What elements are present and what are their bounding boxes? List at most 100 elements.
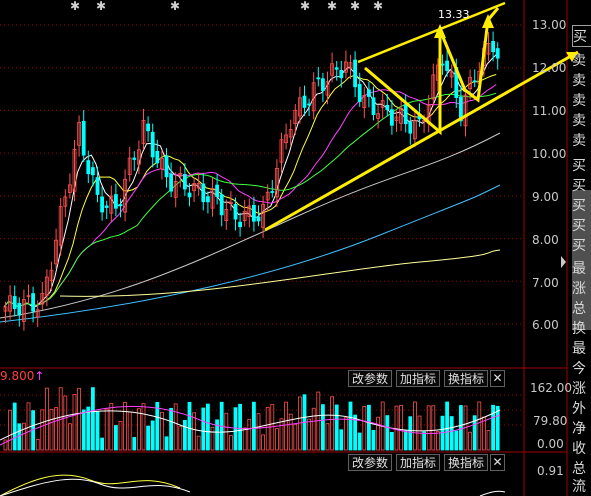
volume-bar <box>17 423 22 451</box>
volume-bar <box>265 406 270 451</box>
candle-body <box>445 60 450 71</box>
candle-body <box>385 104 390 111</box>
volume-bar <box>40 409 45 451</box>
volume-tick: 79.80 <box>533 414 568 428</box>
candle-body <box>302 95 307 108</box>
candle-body <box>233 203 238 220</box>
volume-bars <box>0 387 501 451</box>
volume-bar <box>431 405 436 451</box>
candle-body <box>210 188 215 209</box>
volume-bar <box>284 401 289 451</box>
candle-body <box>192 183 197 191</box>
volume-bar <box>454 430 459 451</box>
macd-tick: 0.91 <box>537 464 564 478</box>
volume-bar <box>247 418 252 451</box>
volume-bar <box>127 411 132 451</box>
candle-body <box>261 203 266 228</box>
candle-body <box>376 113 381 119</box>
event-marker: ✱ <box>170 0 180 13</box>
candle-body <box>251 204 256 222</box>
candle-body <box>159 157 164 170</box>
volume-bar <box>371 429 376 451</box>
candle-body <box>3 306 8 312</box>
volume-bar <box>178 426 183 451</box>
side-label: 流 <box>572 479 586 495</box>
volume-bar <box>49 408 54 451</box>
volume-bar <box>435 431 440 451</box>
volume-bar <box>385 415 390 451</box>
side-label: 卖 <box>572 93 586 109</box>
volume-bar <box>486 430 491 451</box>
candle-body <box>86 160 91 175</box>
volume-bar <box>343 417 348 451</box>
candle-body <box>150 131 155 158</box>
candle-body <box>26 295 31 298</box>
close-panel-button[interactable]: ✕ <box>490 454 505 471</box>
candle-body <box>394 116 399 121</box>
add-indicator-button[interactable]: 加指标 <box>396 370 441 387</box>
volume-bar <box>8 409 13 451</box>
candle-body <box>54 239 58 265</box>
candle-body <box>468 77 473 90</box>
candle-body <box>12 296 17 309</box>
volume-bar <box>12 402 17 451</box>
side-label: 涨 <box>572 281 586 297</box>
candle-body <box>35 309 40 318</box>
candle-body <box>408 121 413 134</box>
candle-body <box>224 209 229 222</box>
volume-bar <box>228 435 233 451</box>
volume-bar <box>77 387 81 451</box>
candle-body <box>343 61 348 73</box>
volume-bar <box>91 387 95 451</box>
zigzag-line <box>364 7 500 136</box>
candle-body <box>274 168 279 198</box>
switch-indicator-button[interactable]: 换指标 <box>444 370 489 387</box>
candle-body <box>431 74 436 100</box>
close-panel-button[interactable]: ✕ <box>490 370 505 387</box>
add-indicator-button[interactable]: 加指标 <box>396 454 441 471</box>
side-label: 买 <box>572 198 586 214</box>
volume-bar <box>100 437 104 451</box>
event-markers: ✱ ✱ ✱ ✱ ✱ ✱ ✱ <box>70 0 383 13</box>
volume-bar <box>136 408 141 451</box>
price-tick: 6.00 <box>532 318 559 332</box>
volume-bar <box>210 426 215 451</box>
candlesticks <box>3 31 500 331</box>
volume-bar <box>403 430 408 451</box>
volume-bar <box>426 405 431 451</box>
ma-line <box>3 54 497 308</box>
volume-header-value: 9.800 <box>0 369 35 383</box>
side-collapse-arrow <box>561 256 566 268</box>
candle-body <box>123 178 127 213</box>
candle-body <box>72 148 77 192</box>
side-label: 卖 <box>572 53 586 69</box>
candle-body <box>141 119 146 144</box>
candle-body <box>21 299 26 322</box>
price-tick: 13.00 <box>532 18 567 32</box>
volume-bar <box>150 420 155 451</box>
volume-bar <box>325 423 330 451</box>
volume-bar <box>68 423 72 451</box>
candle-body <box>132 157 137 160</box>
volume-bar <box>205 403 210 451</box>
modify-params-button[interactable]: 改参数 <box>348 454 393 471</box>
side-label: 换 <box>572 321 586 337</box>
side-label: 卖 <box>572 73 586 89</box>
switch-indicator-button[interactable]: 换指标 <box>444 454 489 471</box>
side-label: 收 <box>572 441 586 457</box>
modify-params-button[interactable]: 改参数 <box>348 370 393 387</box>
high-price-label: 13.33 <box>438 8 470 21</box>
candle-body <box>307 103 312 106</box>
volume-bar <box>251 401 256 451</box>
volume-bar <box>472 415 477 451</box>
candle-body <box>228 201 233 205</box>
ma120-line <box>0 184 501 323</box>
candle-body <box>362 94 367 108</box>
volume-bar <box>412 401 417 451</box>
candle-body <box>284 134 289 144</box>
side-scrollbar <box>572 190 591 330</box>
trend-channel-annotation <box>264 1 579 232</box>
candle-body <box>63 196 68 207</box>
candle-body <box>164 155 169 178</box>
